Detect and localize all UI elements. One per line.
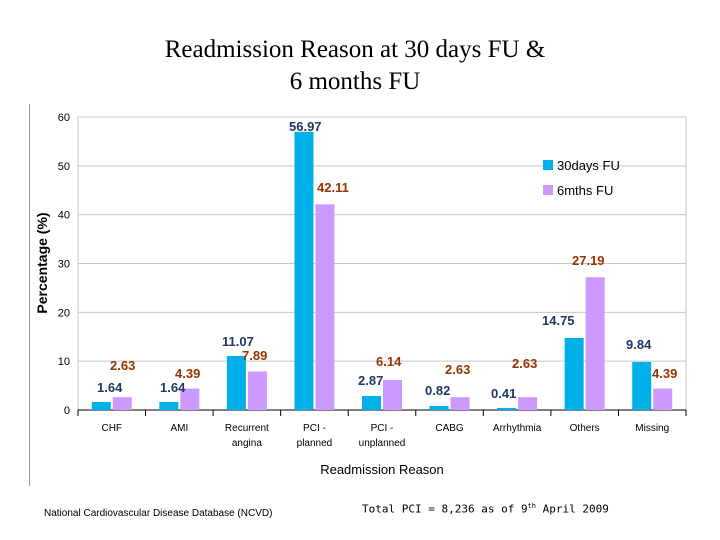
x-tick-label: PCI - [303, 423, 326, 434]
x-tick-label: planned [297, 438, 333, 449]
data-label-6mths: 2.63 [512, 356, 537, 371]
y-tick-label: 50 [58, 161, 70, 173]
data-label-6mths: 2.63 [445, 362, 470, 377]
bar-6mths [653, 388, 673, 410]
left-divider [29, 104, 30, 486]
data-label-6mths: 7.89 [242, 348, 267, 363]
slide-title: Readmission Reason at 30 days FU & 6 mon… [60, 34, 650, 98]
data-label-30days: 1.64 [160, 380, 186, 395]
footer-note-suffix: April 2009 [536, 502, 609, 516]
data-label-30days: 9.84 [626, 337, 652, 352]
footer-note-sup: th [527, 502, 537, 510]
x-tick-label: unplanned [359, 438, 406, 449]
slide-title-line1: Readmission Reason at 30 days FU & [164, 36, 546, 63]
bar-6mths [383, 380, 402, 410]
x-tick-label: CHF [101, 423, 122, 434]
bar-6mths [315, 204, 335, 410]
data-label-6mths: 2.63 [110, 358, 135, 373]
x-tick-label: PCI - [371, 423, 394, 434]
bar-30days [429, 405, 449, 410]
legend-label-6mths: 6mths FU [557, 183, 613, 198]
bar-6mths [112, 397, 132, 410]
data-label-30days: 0.82 [425, 383, 450, 398]
data-label-30days: 11.07 [222, 334, 254, 349]
footer-note: Total PCI = 8,236 as of 9th April 2009 [362, 502, 609, 516]
bar-30days [294, 131, 314, 410]
y-tick-label: 0 [64, 405, 70, 417]
data-label-30days: 14.75 [542, 313, 575, 328]
legend-swatch-6mths [543, 185, 553, 195]
y-tick-label: 30 [58, 259, 70, 271]
bar-30days [632, 361, 652, 410]
data-label-6mths: 42.11 [317, 180, 349, 195]
data-label-6mths: 6.14 [376, 354, 402, 369]
x-axis-title: Readmission Reason [320, 462, 444, 477]
x-tick-label: Recurrent [225, 423, 269, 434]
bar-30days [91, 401, 111, 410]
x-tick-label: Others [570, 423, 600, 434]
x-tick-label: Arrhythmia [493, 423, 542, 434]
footer-note-prefix: Total PCI = 8,236 as of 9 [362, 502, 528, 516]
bar-6mths [180, 388, 200, 410]
x-tick-label: CABG [435, 423, 464, 434]
data-label-30days: 56.97 [289, 119, 322, 134]
bar-6mths [518, 397, 538, 410]
y-tick-label: 10 [58, 356, 70, 368]
data-label-6mths: 4.39 [652, 366, 677, 381]
bar-30days [362, 395, 381, 410]
bar-30days [564, 337, 584, 410]
footer-source: National Cardiovascular Disease Database… [44, 508, 273, 519]
y-tick-label: 60 [58, 112, 70, 124]
y-tick-label: 40 [58, 210, 70, 222]
y-tick-label: 20 [58, 307, 70, 319]
x-tick-label: AMI [170, 423, 188, 434]
x-tick-label: angina [232, 438, 262, 449]
bar-30days [226, 355, 246, 410]
bar-30days [159, 401, 179, 410]
y-axis-title: Percentage (%) [34, 212, 50, 313]
bar-6mths [585, 277, 605, 410]
data-label-30days: 2.87 [358, 373, 383, 388]
slide-title-line2: 6 months FU [289, 68, 421, 95]
legend-label-30days: 30days FU [557, 158, 620, 173]
data-label-30days: 1.64 [97, 380, 123, 395]
data-label-6mths: 4.39 [175, 366, 200, 381]
data-label-6mths: 27.19 [572, 253, 605, 268]
data-label-30days: 0.41 [491, 386, 516, 401]
legend-swatch-30days [543, 160, 553, 170]
x-tick-label: Missing [635, 423, 669, 434]
bar-6mths [247, 371, 267, 410]
bar-30days [497, 407, 517, 410]
bar-6mths [450, 397, 470, 410]
